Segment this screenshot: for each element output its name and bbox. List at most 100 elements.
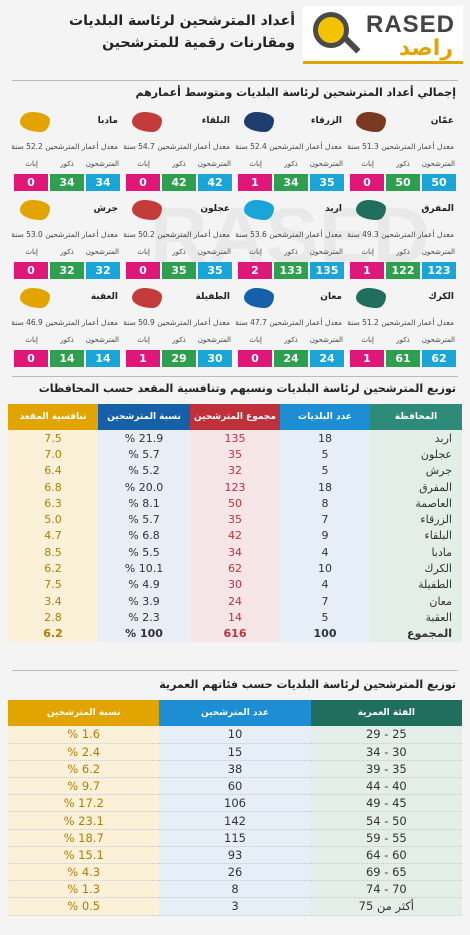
card-labels: المترشحون ذكور إناث xyxy=(238,336,344,348)
page-title: أعداد المترشحين لرئاسة البلديات ومقارنات… xyxy=(69,13,295,51)
table-cell: 15 xyxy=(159,743,311,761)
value-male: 35 xyxy=(162,262,196,279)
value-total: 34 xyxy=(86,174,120,191)
governorate-table: المحافظة عدد البلديات مجموع المترشحين نسبة … xyxy=(8,404,462,642)
table-cell: 3 xyxy=(159,897,311,916)
value-male: 122 xyxy=(386,262,420,279)
divider xyxy=(12,376,458,377)
value-total: 24 xyxy=(310,350,344,367)
table-cell: 2.8 xyxy=(8,609,98,626)
table-row: 45 - 49 106 17.2 % xyxy=(8,794,462,813)
card-labels: المترشحون ذكور إناث xyxy=(126,160,232,172)
label-female: إناث xyxy=(249,160,262,168)
label-female: إناث xyxy=(361,160,374,168)
table-cell: العقبة xyxy=(370,609,462,626)
average-age: معدل أعمار المترشحين 52.2 سنة xyxy=(11,142,118,151)
table-cell: جرش xyxy=(370,462,462,479)
governorate-name: الكرك xyxy=(428,292,454,302)
table-cell: 35 xyxy=(190,446,280,463)
table-row: عجلون 5 35 5.7 % 7.0 xyxy=(8,446,462,463)
label-female: إناث xyxy=(249,336,262,344)
table-cell: 24 xyxy=(190,592,280,610)
governorate-map-icon xyxy=(244,288,274,308)
governorate-map-icon xyxy=(132,112,162,132)
governorate-card: عمّان معدل أعمار المترشحين 51.3 سنة المترش… xyxy=(347,112,456,194)
table-row: العقبة 5 14 2.3 % 2.8 xyxy=(8,609,462,626)
table-row: أكثر من 75 3 0.5 % xyxy=(8,897,462,916)
table-cell: الكرك xyxy=(370,560,462,577)
table-cell: 60 xyxy=(159,777,311,796)
value-total: 32 xyxy=(86,262,120,279)
value-female: 1 xyxy=(238,174,272,191)
card-labels: المترشحون ذكور إناث xyxy=(350,160,456,172)
table-cell: 4.7 xyxy=(8,527,98,545)
table-cell: 8 xyxy=(280,495,370,512)
governorate-map-icon xyxy=(20,112,50,132)
table-cell: 100 % xyxy=(98,625,190,642)
governorate-name: العقبة xyxy=(90,292,118,302)
column-header: نسبة المترشحين xyxy=(8,700,160,726)
table-cell: 616 xyxy=(190,625,280,642)
table-cell: 62 xyxy=(190,560,280,577)
card-values: 14 14 0 xyxy=(14,350,120,367)
label-female: إناث xyxy=(361,336,374,344)
label-male: ذكور xyxy=(172,336,186,344)
table-row: معان 7 24 3.9 % 3.4 xyxy=(8,592,462,610)
table-row: 55 - 59 115 18.7 % xyxy=(8,829,462,847)
table-cell: 26 xyxy=(159,863,311,882)
table-cell: 4 xyxy=(280,544,370,561)
logo-text-ar: راصد xyxy=(398,36,453,61)
table-cell: 5.2 % xyxy=(98,462,190,479)
label-female: إناث xyxy=(137,336,150,344)
card-values: 35 34 1 xyxy=(238,174,344,191)
governorate-map-icon xyxy=(356,200,386,220)
table-cell: العاصمة xyxy=(370,495,462,512)
value-female: 0 xyxy=(14,262,48,279)
table-cell: 40 - 44 xyxy=(310,777,462,796)
table-cell: 2.3 % xyxy=(98,609,190,626)
value-total: 35 xyxy=(198,262,232,279)
table-cell: 6.4 xyxy=(8,462,98,479)
label-female: إناث xyxy=(25,248,38,256)
label-total: المترشحون xyxy=(85,248,119,256)
table-cell: 5.7 % xyxy=(98,511,190,528)
table-cell: 1.3 % xyxy=(8,880,160,899)
governorate-name: البلقاء xyxy=(201,116,230,126)
value-male: 34 xyxy=(274,174,308,191)
table-cell: 2.4 % xyxy=(8,743,160,761)
label-female: إناث xyxy=(137,160,150,168)
table-row: 35 - 39 38 6.2 % xyxy=(8,760,462,779)
table-cell: المجموع xyxy=(370,625,462,642)
average-age: معدل أعمار المترشحين 52.4 سنة xyxy=(235,142,342,151)
table-cell: 7.5 xyxy=(8,576,98,593)
governorate-card: الطفيلة معدل أعمار المترشحين 50.9 سنة المت… xyxy=(123,288,232,370)
table-cell: 9.7 % xyxy=(8,777,160,796)
section3-title: توزيع المترشحين لرئاسة البلديات حسب فئات… xyxy=(159,678,456,691)
section1-title: إجمالي أعداد المترشحين لرئاسة البلديات و… xyxy=(135,86,456,99)
label-total: المترشحون xyxy=(85,160,119,168)
table-row: المفرق 18 123 20.0 % 6.8 xyxy=(8,478,462,496)
governorate-card: عجلون معدل أعمار المترشحين 50.2 سنة المترش… xyxy=(123,200,232,282)
header: RASED راصد أعداد المترشحين لرئاسة البلدي… xyxy=(0,0,470,80)
table-row: الطفيلة 4 30 4.9 % 7.5 xyxy=(8,576,462,593)
value-male: 32 xyxy=(50,262,84,279)
average-age: معدل أعمار المترشحين 51.3 سنة xyxy=(347,142,454,151)
value-male: 34 xyxy=(50,174,84,191)
table-cell: 30 xyxy=(190,576,280,593)
table-cell: 18 xyxy=(280,478,370,496)
governorate-map-icon xyxy=(20,200,50,220)
label-female: إناث xyxy=(25,336,38,344)
label-male: ذكور xyxy=(172,248,186,256)
table-cell: 32 xyxy=(190,462,280,479)
table-cell: 30 - 34 xyxy=(310,743,462,761)
governorate-map-icon xyxy=(244,200,274,220)
label-male: ذكور xyxy=(396,248,410,256)
table-cell: 6.8 % xyxy=(98,527,190,545)
governorate-card: البلقاء معدل أعمار المترشحين 54.7 سنة المت… xyxy=(123,112,232,194)
table-cell: 14 xyxy=(190,609,280,626)
governorate-map-icon xyxy=(244,112,274,132)
card-labels: المترشحون ذكور إناث xyxy=(238,248,344,260)
table-cell: 35 xyxy=(190,511,280,528)
value-male: 133 xyxy=(274,262,308,279)
table-cell: 8.1 % xyxy=(98,495,190,512)
